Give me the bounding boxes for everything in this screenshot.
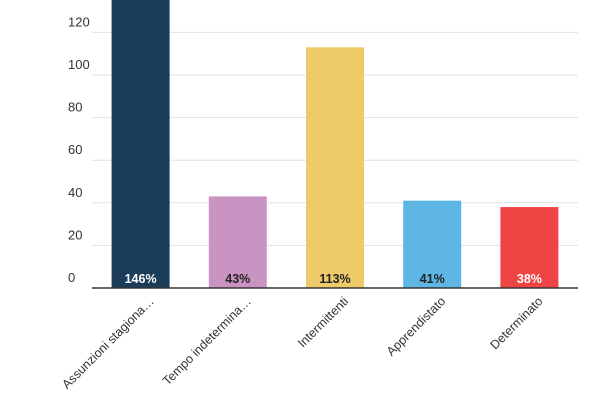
bar xyxy=(306,47,364,289)
x-tick-label: Tempo indetermina… xyxy=(160,294,254,388)
y-tick-label: 60 xyxy=(68,142,82,157)
bar xyxy=(208,196,267,288)
y-tick-label: 100 xyxy=(68,57,90,72)
x-tick-label: Assunzioni stagiona… xyxy=(59,294,156,391)
data-label: 43% xyxy=(225,272,250,286)
y-tick-label: 120 xyxy=(68,14,90,29)
x-tick-label: Intermittenti xyxy=(295,294,351,350)
bar xyxy=(111,0,170,288)
bars: 146% 43% 113% 41% 38% xyxy=(111,0,559,289)
y-tick-label: 20 xyxy=(68,227,82,242)
y-tick-label: 40 xyxy=(68,185,82,200)
y-tick-label: 0 xyxy=(68,270,75,285)
bar xyxy=(500,207,559,288)
x-tick-label: Determinato xyxy=(487,294,545,352)
data-label: 113% xyxy=(319,272,350,286)
x-tick-label: Apprendistato xyxy=(384,294,448,358)
data-label: 146% xyxy=(125,272,157,286)
bar xyxy=(403,200,462,288)
data-label: 38% xyxy=(517,272,542,286)
data-label: 41% xyxy=(420,272,445,286)
y-tick-label: 80 xyxy=(68,100,82,115)
